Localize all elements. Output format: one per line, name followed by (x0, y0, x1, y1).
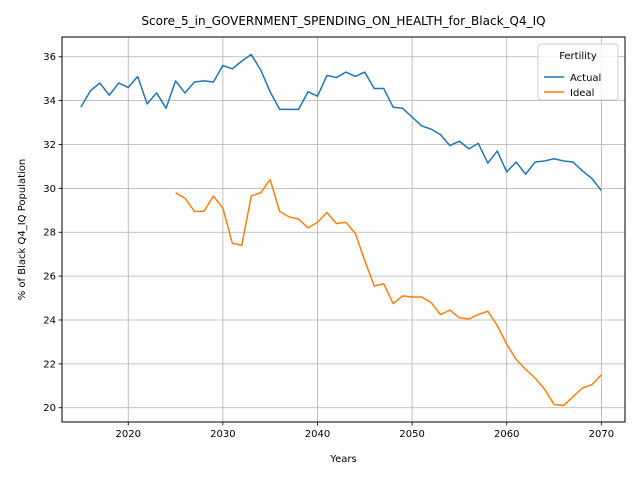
y-tick-label: 34 (43, 96, 56, 107)
y-tick-label: 32 (43, 140, 56, 151)
y-tick-label: 24 (43, 315, 56, 326)
x-tick-label: 2050 (399, 429, 424, 440)
plot-area-frame (61, 36, 626, 423)
series-line-ideal (175, 178, 602, 407)
y-tick-label: 26 (43, 272, 56, 283)
plot-series (80, 53, 602, 407)
x-axis-title: Years (329, 454, 356, 465)
y-tick-label: 28 (43, 228, 56, 239)
legend: Fertility Actual Ideal (537, 43, 619, 101)
y-axis-title: % of Black Q4_IQ Population (17, 159, 28, 301)
y-tick-label: 30 (43, 184, 56, 195)
x-axis-ticks: 2020 2030 2040 2050 2060 2070 (116, 422, 614, 440)
x-tick-label: 2040 (305, 429, 330, 440)
x-tick-label: 2020 (116, 429, 141, 440)
grid (62, 37, 625, 422)
y-tick-label: 20 (43, 403, 56, 414)
x-tick-label: 2070 (589, 429, 614, 440)
chart-title: Score_5_in_GOVERNMENT_SPENDING_ON_HEALTH… (141, 14, 545, 28)
x-tick-label: 2060 (494, 429, 519, 440)
y-axis-ticks: 20 22 24 26 28 30 32 34 36 (43, 52, 62, 414)
x-tick-label: 2030 (210, 429, 235, 440)
legend-label-ideal: Ideal (570, 88, 594, 99)
legend-box (537, 43, 619, 101)
legend-label-actual: Actual (570, 73, 601, 84)
series-line-actual (80, 53, 602, 192)
y-tick-label: 36 (43, 52, 56, 63)
y-tick-label: 22 (43, 359, 56, 370)
legend-title: Fertility (559, 51, 597, 62)
